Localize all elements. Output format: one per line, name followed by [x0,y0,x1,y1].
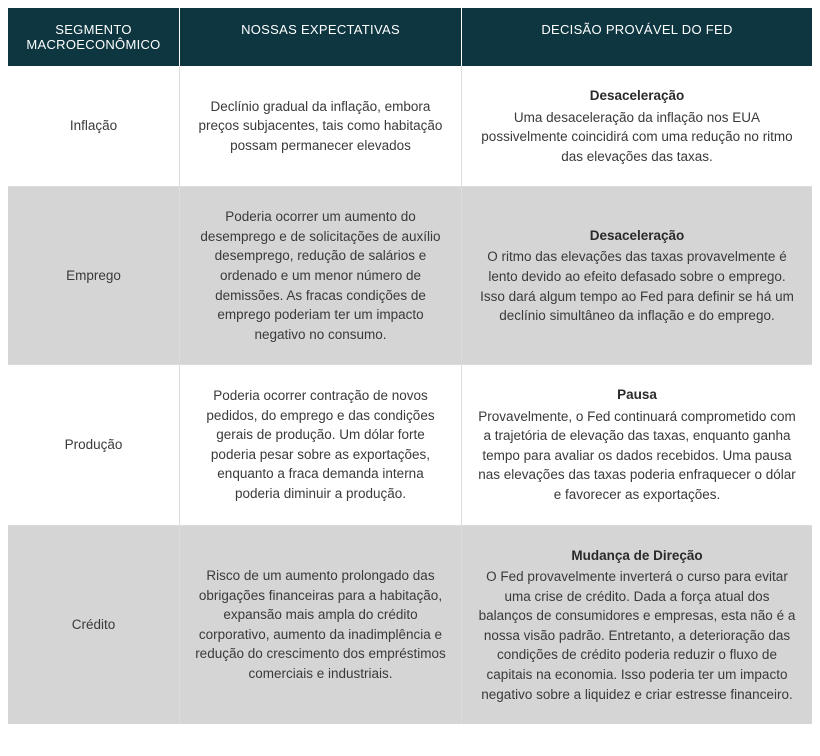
header-expectations: NOSSAS EXPECTATIVAS [180,8,462,66]
header-decision: DECISÃO PROVÁVEL DO FED [462,8,812,66]
table-row: Emprego Poderia ocorrer um aumento do de… [8,187,812,365]
expectation-cell: Risco de um aumento prolongado das obrig… [180,526,462,725]
expectation-cell: Declínio gradual da inflação, embora pre… [180,66,462,186]
expectation-cell: Poderia ocorrer um aumento do desemprego… [180,187,462,364]
table-row: Produção Poderia ocorrer contração de no… [8,365,812,525]
decision-title: Mudança de Direção [476,546,798,566]
decision-text: O ritmo das elevações das taxas provavel… [476,247,798,325]
decision-cell: Desaceleração O ritmo das elevações das … [462,187,812,364]
header-segment-line1: SEGMENTO [14,22,173,37]
table-header-row: SEGMENTO MACROECONÔMICO NOSSAS EXPECTATI… [8,8,812,66]
segment-cell: Inflação [8,66,180,186]
macro-table: SEGMENTO MACROECONÔMICO NOSSAS EXPECTATI… [8,8,812,724]
segment-cell: Produção [8,365,180,524]
decision-title: Desaceleração [476,86,798,106]
header-segment-line2: MACROECONÔMICO [14,37,173,52]
decision-text: O Fed provavelmente inverterá o curso pa… [476,567,798,704]
segment-cell: Emprego [8,187,180,364]
expectation-cell: Poderia ocorrer contração de novos pedid… [180,365,462,524]
decision-cell: Desaceleração Uma desaceleração da infla… [462,66,812,186]
header-segment: SEGMENTO MACROECONÔMICO [8,8,180,66]
segment-cell: Crédito [8,526,180,725]
decision-title: Desaceleração [476,226,798,246]
table-row: Inflação Declínio gradual da inflação, e… [8,66,812,187]
decision-cell: Mudança de Direção O Fed provavelmente i… [462,526,812,725]
decision-text: Uma desaceleração da inflação nos EUA po… [476,108,798,167]
decision-cell: Pausa Provavelmente, o Fed continuará co… [462,365,812,524]
decision-text: Provavelmente, o Fed continuará comprome… [476,407,798,505]
table-row: Crédito Risco de um aumento prolongado d… [8,526,812,725]
decision-title: Pausa [476,385,798,405]
